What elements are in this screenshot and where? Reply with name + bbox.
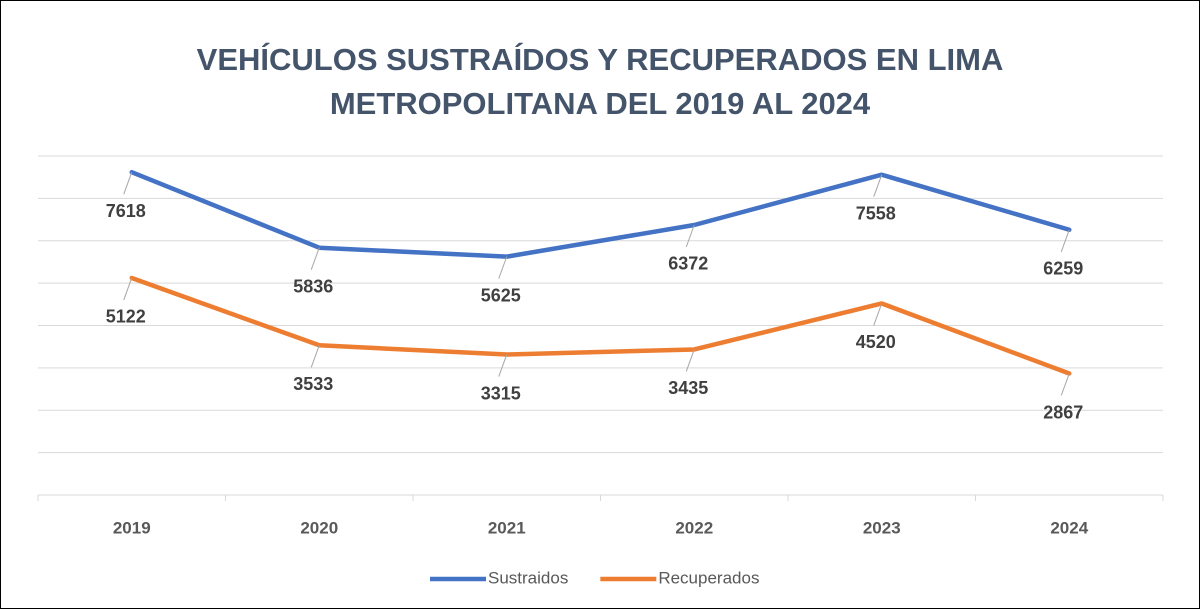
chart-title: VEHÍCULOS SUSTRAÍDOS Y RECUPERADOS EN LI…	[196, 42, 1004, 121]
data-label: 3533	[293, 374, 333, 394]
data-label: 5836	[293, 276, 333, 296]
data-label: 6259	[1043, 259, 1083, 279]
data-label: 3435	[668, 378, 708, 398]
leader-line	[498, 256, 508, 279]
data-label: 7558	[856, 203, 896, 223]
data-label: 5122	[106, 307, 146, 327]
leader-line	[873, 174, 883, 197]
legend-label: Sustraidos	[488, 568, 568, 587]
leader-line	[1060, 373, 1070, 396]
series-line	[129, 275, 1072, 376]
leader-line	[685, 349, 695, 372]
x-tick-label: 2019	[113, 518, 151, 537]
data-label: 7618	[106, 201, 146, 221]
x-tick-label: 2023	[863, 518, 901, 537]
data-label: 2867	[1043, 402, 1083, 422]
series-line	[129, 169, 1072, 259]
x-tick-label: 2024	[1050, 518, 1088, 537]
leader-line	[685, 224, 695, 248]
leader-line	[873, 303, 883, 326]
data-label: 4520	[856, 332, 896, 352]
leader-line	[310, 345, 320, 368]
x-tick-label: 2022	[675, 518, 713, 537]
data-label: 3315	[481, 383, 521, 403]
x-tick-label: 2020	[300, 518, 338, 537]
data-label: 5625	[481, 285, 521, 305]
leader-line	[123, 172, 133, 195]
leader-line	[310, 247, 320, 270]
leader-line	[1060, 229, 1070, 252]
legend-label: Recuperados	[658, 568, 759, 587]
x-tick-label: 2021	[488, 518, 526, 537]
data-label: 6372	[668, 254, 708, 274]
leader-line	[498, 354, 508, 377]
leader-line	[123, 277, 133, 301]
